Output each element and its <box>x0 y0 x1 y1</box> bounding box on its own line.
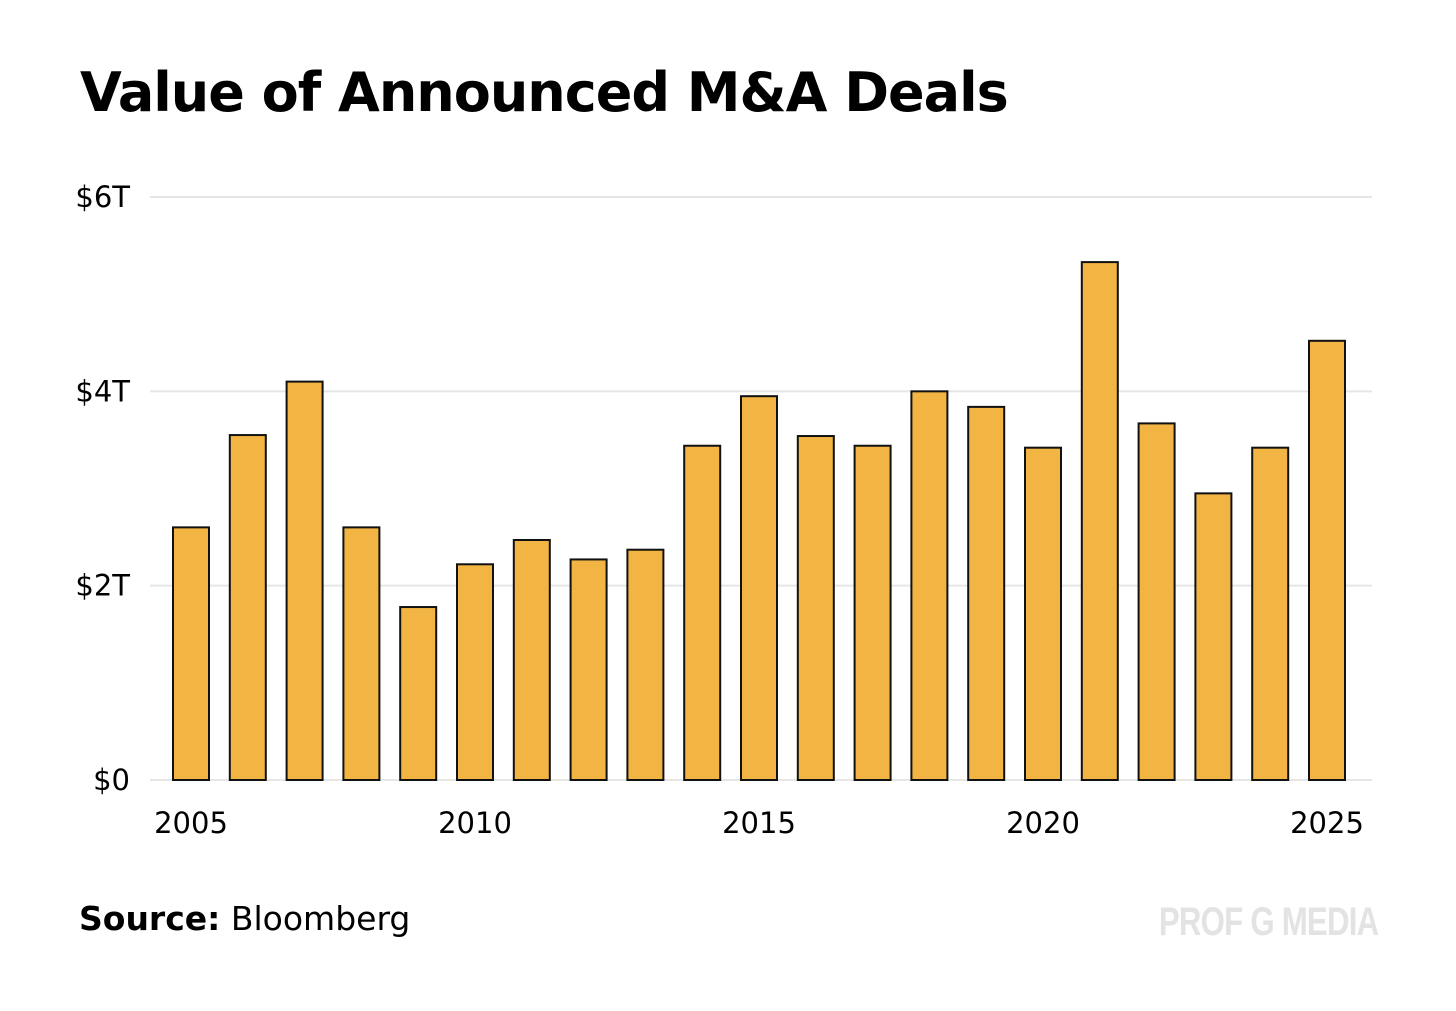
source-line: Source: Bloomberg <box>79 902 410 935</box>
y-axis-ticks: $0 $2T $4T $6T <box>75 180 130 797</box>
bar-2023 <box>1194 492 1233 781</box>
bar-2016 <box>796 435 835 781</box>
bar-2010 <box>456 563 494 781</box>
bars <box>172 261 1346 782</box>
brand-watermark: PROF G MEDIA <box>1158 900 1379 944</box>
bar-2024 <box>1251 446 1290 781</box>
bar-2007 <box>285 380 324 781</box>
y-tick-label: $6T <box>75 180 130 214</box>
bar-2015 <box>740 395 778 781</box>
bar-2008 <box>342 526 381 781</box>
bar-2009 <box>399 606 438 781</box>
bar-2005 <box>172 526 210 781</box>
bar-2014 <box>683 444 722 781</box>
source-text: Bloomberg <box>230 899 411 938</box>
source-label: Source: <box>79 899 221 938</box>
bar-2022 <box>1137 422 1176 781</box>
bar-2019 <box>967 405 1006 781</box>
y-tick-label: $0 <box>93 763 130 797</box>
bar-2017 <box>853 444 892 781</box>
bar-2011 <box>512 538 551 782</box>
bar-2018 <box>910 390 949 781</box>
chart-title: Value of Announced M&A Deals <box>80 61 1009 124</box>
bar-2013 <box>626 548 665 782</box>
x-tick-label: 2025 <box>1290 806 1364 840</box>
bar-2021 <box>1080 261 1119 781</box>
x-axis-ticks: 2005 2010 2015 2020 2025 <box>154 806 1364 840</box>
x-tick-label: 2010 <box>438 806 512 840</box>
y-tick-label: $2T <box>75 569 130 603</box>
x-tick-label: 2005 <box>154 806 228 840</box>
bar-2006 <box>228 434 267 781</box>
x-tick-label: 2015 <box>722 806 796 840</box>
x-tick-label: 2020 <box>1006 806 1080 840</box>
bar-2025 <box>1308 339 1346 781</box>
y-tick-label: $4T <box>75 374 130 408</box>
bar-2012 <box>569 558 608 781</box>
bar-2020 <box>1024 446 1062 781</box>
